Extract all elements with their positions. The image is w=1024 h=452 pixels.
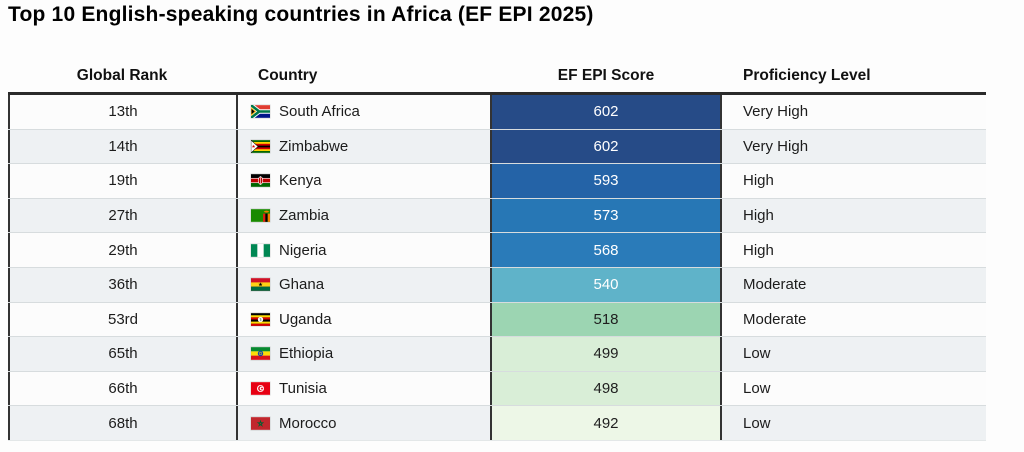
country-cell: Tunisia [236,371,490,406]
column-header-ef-epi-score: EF EPI Score [557,67,655,84]
flag-zimbabwe-icon [251,139,270,153]
table-row: 27th Zambia 573 High [8,198,986,234]
score-cell: 492 [490,406,722,440]
country-cell: Nigeria [236,233,490,267]
country-cell: Kenya [236,164,490,198]
country-cell: Zambia [236,198,490,233]
table-row: 36th Ghana 540 Moderate [8,267,986,303]
country-name: South Africa [279,103,360,121]
rank-cell: 68th [8,406,236,440]
proficiency-level-cell: Low [743,345,771,363]
score-cell: 540 [490,267,722,302]
column-header-proficiency-level: Proficiency Level [743,67,871,84]
flag-tunisia-icon [251,382,270,395]
flag-zambia-icon [251,209,270,222]
table-header-row: Global Rank Country EF EPI Score Profici… [8,60,986,92]
country-cell: Ethiopia [236,337,490,371]
proficiency-level-cell: Very High [743,103,809,121]
flag-south-africa-icon [251,105,270,119]
flag-uganda-icon [251,313,270,326]
proficiency-level-cell: Low [743,380,771,398]
country-name: Nigeria [279,241,327,259]
proficiency-level-cell: High [743,241,774,259]
flag-morocco-icon [251,416,270,430]
rank-cell: 66th [8,371,236,406]
rank-cell: 14th [8,129,236,164]
country-cell: South Africa [236,95,490,129]
rank-cell: 53rd [8,302,236,337]
page-title: Top 10 English-speaking countries in Afr… [8,3,594,26]
table-body: 13th South Africa 602 Very High 14th Zimbabwe… [8,92,986,441]
proficiency-level-cell: Low [743,414,771,432]
rank-cell: 27th [8,198,236,233]
country-name: Zimbabwe [279,137,349,155]
epi-table: Global Rank Country EF EPI Score Profici… [8,60,986,441]
score-cell: 518 [490,302,722,337]
rank-cell: 13th [8,95,236,129]
table-row: 53rd Uganda 518 Moderate [8,302,986,338]
column-header-country: Country [258,67,318,84]
table-row: 13th South Africa 602 Very High [8,95,986,130]
country-name: Zambia [279,207,330,225]
country-name: Tunisia [279,380,327,398]
score-cell: 573 [490,198,722,233]
flag-ghana-icon [251,278,270,292]
table-row: 68th Morocco 492 Low [8,406,986,441]
score-cell: 602 [490,95,722,129]
score-cell: 602 [490,129,722,164]
country-name: Ethiopia [279,345,334,363]
rank-cell: 19th [8,164,236,198]
column-header-global-rank: Global Rank [76,67,168,84]
table-row: 14th Zimbabwe 602 Very High [8,129,986,165]
proficiency-level-cell: Very High [743,137,809,155]
score-cell: 593 [490,164,722,198]
score-cell: 499 [490,337,722,371]
country-cell: Uganda [236,302,490,337]
rank-cell: 29th [8,233,236,267]
proficiency-level-cell: High [743,207,774,225]
flag-kenya-icon [251,174,270,188]
flag-nigeria-icon [251,243,270,257]
proficiency-level-cell: Moderate [743,276,807,294]
country-cell: Zimbabwe [236,129,490,164]
table-row: 19th Kenya 593 High [8,164,986,199]
score-cell: 498 [490,371,722,406]
country-cell: Ghana [236,267,490,302]
flag-ethiopia-icon [251,347,270,361]
table-row: 29th Nigeria 568 High [8,233,986,268]
rank-cell: 65th [8,337,236,371]
proficiency-level-cell: High [743,172,774,190]
proficiency-level-cell: Moderate [743,310,807,328]
table-row: 66th Tunisia 498 Low [8,371,986,407]
country-name: Kenya [279,172,322,190]
table-row: 65th Ethiopia 499 Low [8,337,986,372]
country-name: Uganda [279,310,332,328]
score-cell: 568 [490,233,722,267]
rank-cell: 36th [8,267,236,302]
country-name: Ghana [279,276,325,294]
country-name: Morocco [279,414,337,432]
country-cell: Morocco [236,406,490,440]
